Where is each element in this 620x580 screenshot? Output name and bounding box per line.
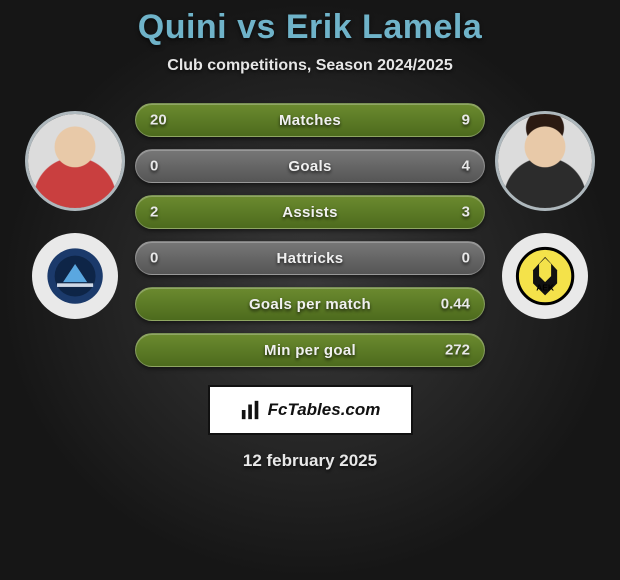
- svg-text:AEK: AEK: [536, 282, 554, 292]
- stat-label: Hattricks: [277, 250, 344, 267]
- left-side: [15, 103, 135, 319]
- club-badge-right-icon: AEK: [515, 246, 575, 306]
- club-badge-left-icon: [45, 246, 105, 306]
- stat-label: Assists: [282, 204, 337, 221]
- page-title: Quini vs Erik Lamela: [138, 8, 482, 47]
- stat-label: Goals per match: [249, 296, 371, 313]
- stats-column: 20 Matches 9 0 Goals 4 2 Assists 3 0 Hattricks 0 Goa…: [135, 103, 485, 367]
- stat-left-value: 0: [150, 158, 158, 175]
- brand-bars-icon: [240, 399, 262, 421]
- player-left-club-badge: [32, 233, 118, 319]
- stat-row: 0 Hattricks 0: [135, 241, 485, 275]
- stat-right-value: 272: [445, 342, 470, 359]
- stat-right-value: 4: [462, 158, 470, 175]
- date-text: 12 february 2025: [243, 451, 377, 471]
- player-left-face: [28, 114, 122, 208]
- stat-row: Goals per match 0.44: [135, 287, 485, 321]
- brand-text: FcTables.com: [268, 400, 381, 420]
- stat-right-value: 9: [462, 112, 470, 129]
- player-right-avatar: [495, 111, 595, 211]
- stat-left-value: 20: [150, 112, 167, 129]
- stat-row: 0 Goals 4: [135, 149, 485, 183]
- stat-right-value: 0.44: [441, 296, 470, 313]
- stat-right-value: 0: [462, 250, 470, 267]
- player-left-avatar: [25, 111, 125, 211]
- subtitle: Club competitions, Season 2024/2025: [167, 57, 452, 75]
- stat-right-value: 3: [462, 204, 470, 221]
- stat-label: Matches: [279, 112, 341, 129]
- comparison-body: 20 Matches 9 0 Goals 4 2 Assists 3 0 Hattricks 0 Goa…: [0, 103, 620, 367]
- comparison-card: Quini vs Erik Lamela Club competitions, …: [0, 0, 620, 580]
- stat-label: Min per goal: [264, 342, 356, 359]
- player-right-club-badge: AEK: [502, 233, 588, 319]
- stat-row: 2 Assists 3: [135, 195, 485, 229]
- stat-label: Goals: [288, 158, 331, 175]
- stat-left-value: 2: [150, 204, 158, 221]
- right-side: AEK: [485, 103, 605, 319]
- brand-box: FcTables.com: [208, 385, 413, 435]
- stat-row: 20 Matches 9: [135, 103, 485, 137]
- stat-left-value: 0: [150, 250, 158, 267]
- player-right-face: [498, 114, 592, 208]
- stat-row: Min per goal 272: [135, 333, 485, 367]
